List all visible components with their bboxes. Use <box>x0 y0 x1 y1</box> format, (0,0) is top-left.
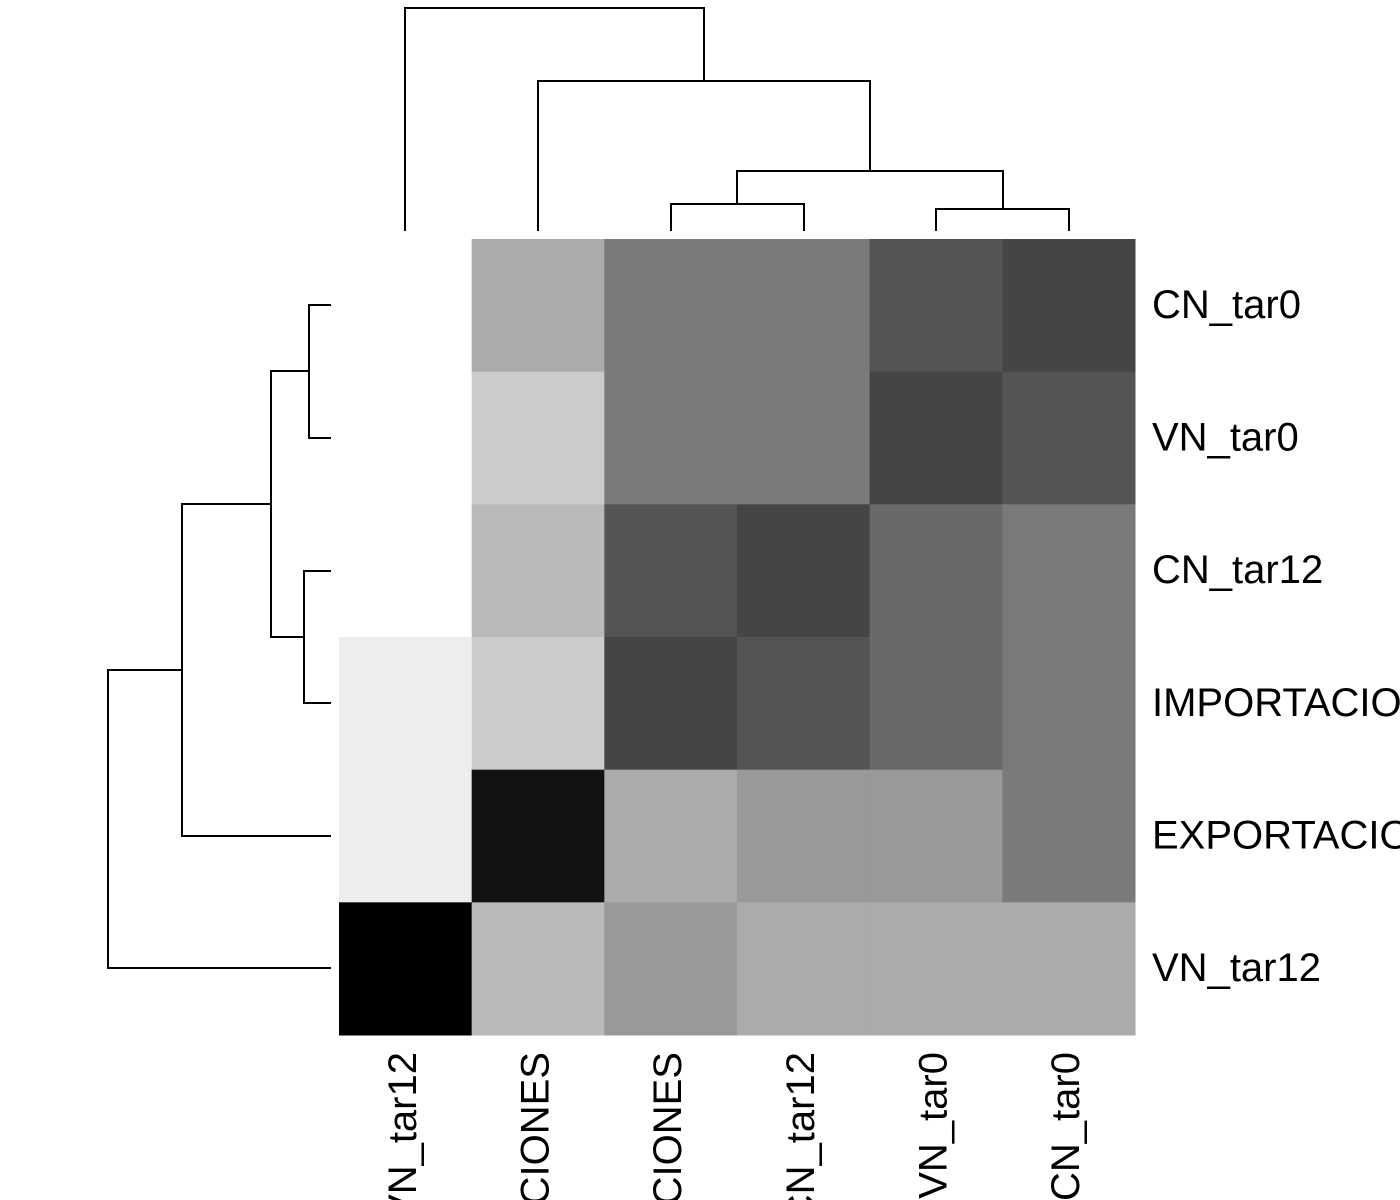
heatmap-cell <box>737 504 871 638</box>
column-label: VN_tar0 <box>912 1052 956 1199</box>
heatmap-cell <box>604 637 738 771</box>
heatmap-cell <box>869 504 1003 638</box>
heatmap-cell <box>471 902 605 1036</box>
heatmap-cell <box>604 902 738 1036</box>
row-label: CN_tar0 <box>1152 283 1301 327</box>
row-label: VN_tar12 <box>1152 946 1321 990</box>
row-label: CN_tar12 <box>1152 548 1323 592</box>
heatmap-cell <box>471 371 605 505</box>
dendrogram-branch <box>935 208 1070 231</box>
dendrogram-branch <box>303 570 331 704</box>
dendrogram-branch <box>308 304 331 439</box>
column-dendrogram <box>404 7 1070 231</box>
heatmap-cell <box>1002 769 1136 903</box>
heatmap-cell <box>737 902 871 1036</box>
heatmap-cell <box>737 637 871 771</box>
heatmap-cell <box>869 239 1003 373</box>
heatmap-cell <box>471 504 605 638</box>
heatmap-cell <box>869 637 1003 771</box>
dendrogram-branch <box>181 503 331 837</box>
heatmap-cell <box>339 371 473 505</box>
row-label: VN_tar0 <box>1152 416 1299 460</box>
heatmap-cell <box>604 371 738 505</box>
heatmap-cell <box>471 769 605 903</box>
dendrogram-branch <box>537 80 871 231</box>
heatmap-cell <box>604 504 738 638</box>
heatmap-cell <box>869 902 1003 1036</box>
heatmap-cell <box>339 637 473 771</box>
row-label: EXPORTACIONES <box>1152 814 1400 858</box>
dendrogram-branch <box>107 669 331 969</box>
heatmap-cell <box>1002 371 1136 505</box>
heatmap-cell <box>339 902 473 1036</box>
heatmap-cell <box>1002 637 1136 771</box>
column-label: IMPORTACIONES <box>646 1052 690 1200</box>
heatmap-cell <box>737 371 871 505</box>
row-label: IMPORTACIONES <box>1152 681 1400 725</box>
heatmap-cell <box>339 769 473 903</box>
column-label: CN_tar12 <box>779 1052 823 1200</box>
heatmap-cell <box>604 769 738 903</box>
column-label: EXPORTACIONES <box>514 1052 558 1200</box>
heatmap-cell <box>471 637 605 771</box>
heatmap-cell <box>869 371 1003 505</box>
heatmap-cell <box>339 504 473 638</box>
heatmap-cell <box>604 239 738 373</box>
heatmap-cell <box>471 239 605 373</box>
dendrogram-branch <box>670 203 805 231</box>
heatmap-cell <box>737 769 871 903</box>
heatmap-cell <box>737 239 871 373</box>
column-label: VN_tar12 <box>381 1052 425 1200</box>
heatmap-cell <box>339 239 473 373</box>
heatmap-cell <box>1002 902 1136 1036</box>
dendrogram-branch <box>404 7 705 231</box>
row-dendrogram <box>107 304 331 969</box>
heatmap-cell <box>1002 239 1136 373</box>
heatmap-cell <box>869 769 1003 903</box>
column-label: CN_tar0 <box>1044 1052 1088 1200</box>
heatmap-cell <box>1002 504 1136 638</box>
